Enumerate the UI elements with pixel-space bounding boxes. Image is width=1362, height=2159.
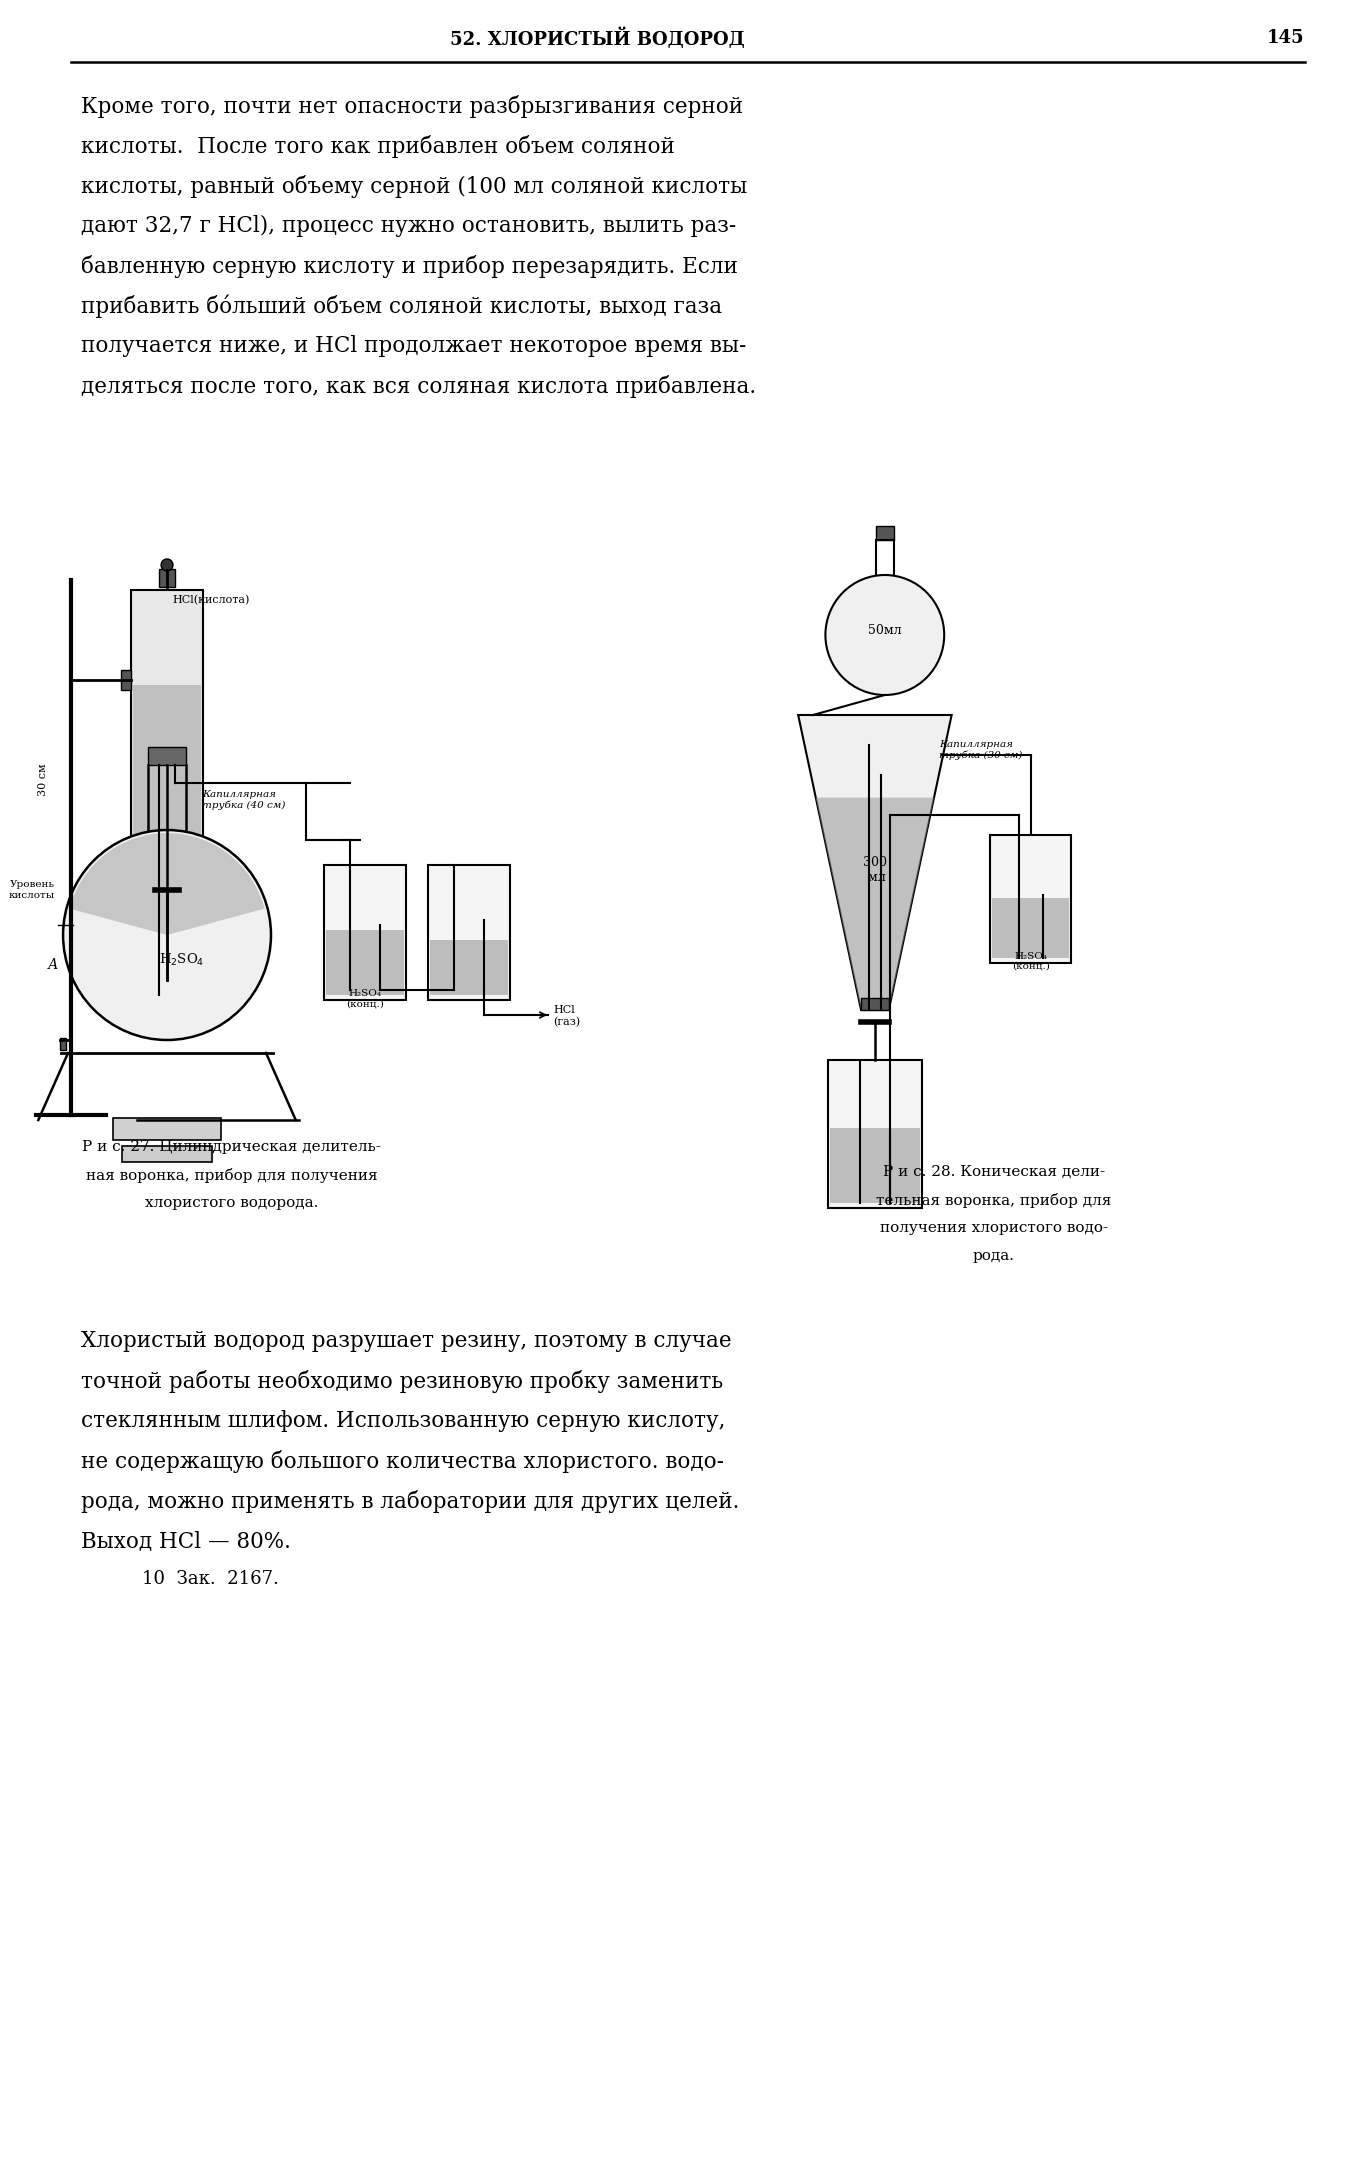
Bar bbox=[133, 684, 200, 874]
Text: H$_2$SO$_4$: H$_2$SO$_4$ bbox=[159, 952, 204, 967]
Text: Уровень
кислоты: Уровень кислоты bbox=[10, 881, 54, 900]
Text: Капиллярная
трубка (30 см): Капиллярная трубка (30 см) bbox=[940, 741, 1023, 760]
Text: Выход HCl — 80%.: Выход HCl — 80%. bbox=[80, 1531, 290, 1552]
Text: деляться после того, как вся соляная кислота прибавлена.: деляться после того, как вся соляная кис… bbox=[80, 376, 756, 397]
Bar bbox=[324, 866, 406, 1000]
Bar bbox=[993, 898, 1069, 959]
Text: бавленную серную кислоту и прибор перезарядить. Если: бавленную серную кислоту и прибор переза… bbox=[80, 255, 738, 279]
Text: 300
 мл: 300 мл bbox=[864, 855, 887, 883]
Text: Капиллярная
трубка (40 см): Капиллярная трубка (40 см) bbox=[202, 790, 285, 810]
Polygon shape bbox=[816, 797, 934, 1010]
Bar bbox=[123, 1146, 211, 1162]
Text: получается ниже, и HCl продолжает некоторое время вы-: получается ниже, и HCl продолжает некото… bbox=[80, 335, 746, 356]
Bar bbox=[876, 527, 893, 540]
Text: хлористого водорода.: хлористого водорода. bbox=[144, 1196, 319, 1209]
Bar bbox=[60, 1038, 65, 1049]
Text: дают 32,7 г HCl), процесс нужно остановить, вылить раз-: дают 32,7 г HCl), процесс нужно останови… bbox=[80, 216, 735, 237]
Text: H₂SO₄
(конц.): H₂SO₄ (конц.) bbox=[346, 989, 384, 1008]
Text: точной работы необходимо резиновую пробку заменить: точной работы необходимо резиновую пробк… bbox=[80, 1371, 723, 1393]
Bar bbox=[429, 866, 509, 1000]
Text: Кроме того, почти нет опасности разбрызгивания серной: Кроме того, почти нет опасности разбрызг… bbox=[80, 95, 744, 119]
Text: H₂SO₄
(конц.): H₂SO₄ (конц.) bbox=[1012, 952, 1050, 972]
Text: 10  Зак.  2167.: 10 Зак. 2167. bbox=[142, 1570, 279, 1589]
Text: А: А bbox=[48, 959, 59, 972]
Bar bbox=[113, 1118, 222, 1140]
Text: стеклянным шлифом. Использованную серную кислоту,: стеклянным шлифом. Использованную серную… bbox=[80, 1410, 726, 1431]
Text: 52. ХЛОРИСТЫЙ ВОДОРОД: 52. ХЛОРИСТЫЙ ВОДОРОД bbox=[451, 28, 745, 50]
Bar bbox=[828, 1060, 922, 1209]
Bar bbox=[430, 939, 508, 995]
Text: рода, можно применять в лаборатории для других целей.: рода, можно применять в лаборатории для … bbox=[80, 1490, 740, 1513]
Bar bbox=[990, 836, 1072, 963]
Text: кислоты.  После того как прибавлен объем соляной: кислоты. После того как прибавлен объем … bbox=[80, 136, 674, 158]
Bar bbox=[829, 1127, 919, 1203]
Text: HCl
(газ): HCl (газ) bbox=[553, 1004, 580, 1028]
Text: рода.: рода. bbox=[972, 1250, 1015, 1263]
Bar bbox=[861, 997, 889, 1010]
Text: HCl(кислота): HCl(кислота) bbox=[172, 596, 249, 605]
Bar bbox=[159, 570, 174, 587]
Bar bbox=[327, 931, 403, 995]
Bar bbox=[148, 747, 185, 764]
Text: 50мл: 50мл bbox=[868, 624, 902, 637]
Circle shape bbox=[825, 574, 944, 695]
Circle shape bbox=[161, 559, 173, 570]
Bar bbox=[121, 669, 131, 691]
Text: ная воронка, прибор для получения: ная воронка, прибор для получения bbox=[86, 1168, 377, 1183]
Text: 145: 145 bbox=[1267, 28, 1305, 47]
Polygon shape bbox=[798, 715, 952, 1010]
Text: прибавить бóльший объем соляной кислоты, выход газа: прибавить бóльший объем соляной кислоты,… bbox=[80, 296, 722, 320]
Text: Хлористый водород разрушает резину, поэтому в случае: Хлористый водород разрушает резину, поэт… bbox=[80, 1330, 731, 1352]
Text: Р и с. 28. Коническая дели-: Р и с. 28. Коническая дели- bbox=[883, 1166, 1105, 1179]
Text: тельная воронка, прибор для: тельная воронка, прибор для bbox=[876, 1194, 1111, 1209]
Text: кислоты, равный объему серной (100 мл соляной кислоты: кислоты, равный объему серной (100 мл со… bbox=[80, 175, 748, 199]
Text: Р и с. 27. Цилиндрическая делитель-: Р и с. 27. Цилиндрическая делитель- bbox=[82, 1140, 381, 1155]
Text: не содержащую большого количества хлористого. водо-: не содержащую большого количества хлорис… bbox=[80, 1451, 723, 1472]
Text: получения хлористого водо-: получения хлористого водо- bbox=[880, 1222, 1107, 1235]
Bar bbox=[131, 589, 203, 881]
Circle shape bbox=[63, 829, 271, 1041]
Text: 30 см: 30 см bbox=[38, 764, 48, 797]
Wedge shape bbox=[69, 833, 264, 935]
